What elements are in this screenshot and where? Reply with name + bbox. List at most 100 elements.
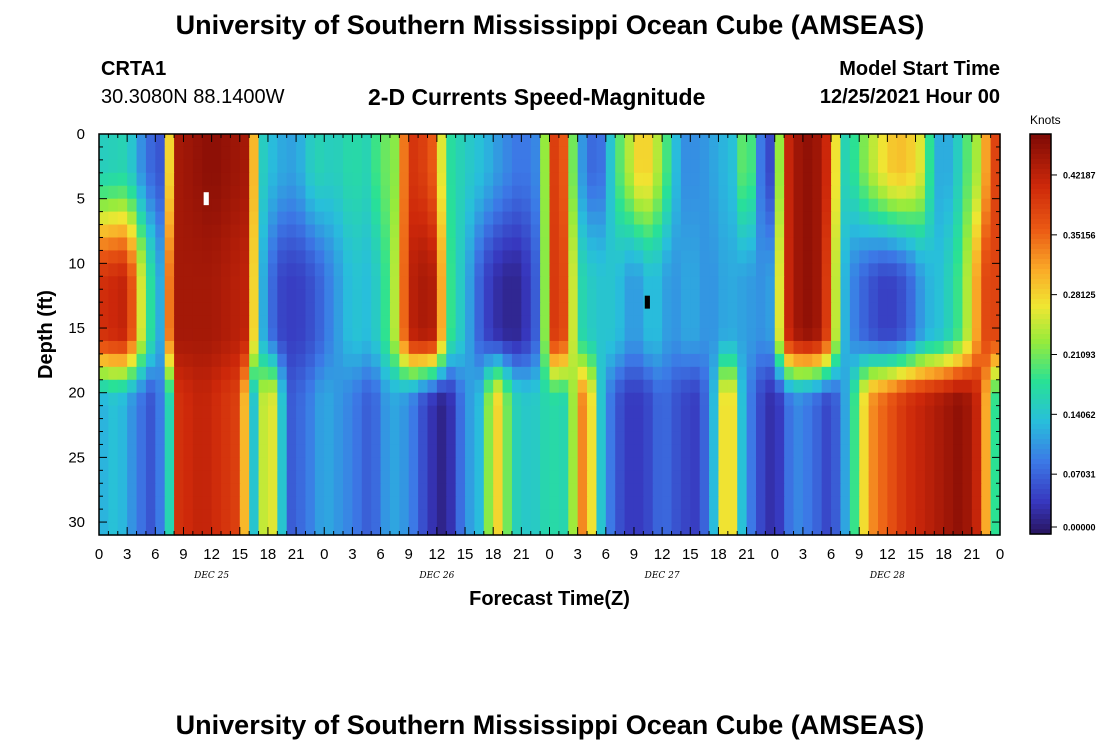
heatmap-cell: [371, 392, 382, 407]
heatmap-cell: [737, 198, 748, 213]
heatmap-cell: [859, 353, 870, 368]
heatmap-cell: [558, 496, 569, 510]
heatmap-cell: [267, 418, 278, 433]
heatmap-cell: [765, 483, 776, 497]
heatmap-cell: [924, 496, 935, 510]
heatmap-cell: [352, 522, 363, 536]
heatmap-cell: [474, 224, 485, 239]
heatmap-cell: [465, 134, 476, 148]
heatmap-cell: [943, 470, 954, 484]
heatmap-cell: [924, 457, 935, 471]
heatmap-cell: [249, 470, 260, 484]
heatmap-cell: [511, 340, 522, 355]
colorbar-segment: [1030, 204, 1051, 210]
heatmap-cell: [549, 522, 560, 536]
heatmap-cell: [493, 444, 504, 458]
heatmap-cell: [361, 483, 372, 497]
heatmap-cell: [418, 211, 429, 226]
heatmap-cell: [371, 418, 382, 433]
heatmap-cell: [418, 302, 429, 316]
heatmap-cell: [737, 289, 748, 303]
colorbar-segment: [1030, 179, 1051, 185]
heatmap-cell: [136, 509, 147, 523]
heatmap-cell: [840, 522, 851, 536]
heatmap-cell: [399, 263, 410, 277]
heatmap-cell: [690, 353, 701, 368]
heatmap-cell: [990, 198, 1001, 213]
heatmap-cell: [211, 444, 222, 458]
heatmap-cell: [540, 302, 551, 316]
heatmap-cell: [633, 185, 644, 200]
heatmap-cell: [249, 198, 260, 213]
heatmap-cell: [221, 379, 231, 394]
heatmap-cell: [211, 250, 222, 264]
x-tick-label: 3: [348, 546, 356, 563]
heatmap-cell: [211, 198, 222, 213]
heatmap-cell: [371, 328, 382, 342]
heatmap-cell: [333, 353, 344, 368]
heatmap-cell: [549, 211, 560, 226]
heatmap-cell: [305, 289, 316, 303]
heatmap-cell: [286, 146, 297, 161]
heatmap-cell: [793, 340, 804, 355]
heatmap-cell: [981, 379, 992, 394]
heatmap-cell: [680, 263, 691, 277]
heatmap-cell: [868, 289, 879, 303]
heatmap-cell: [436, 250, 447, 264]
heatmap-cell: [605, 483, 616, 497]
heatmap-cell: [774, 522, 785, 536]
heatmap-cell: [971, 353, 982, 368]
heatmap-cell: [267, 237, 278, 252]
heatmap-cell: [727, 211, 738, 226]
heatmap-cell: [117, 470, 128, 484]
heatmap-cell: [774, 457, 785, 471]
heatmap-cell: [183, 405, 194, 420]
heatmap-cell: [230, 315, 241, 329]
heatmap-cell: [465, 405, 476, 420]
heatmap-cell: [690, 379, 701, 394]
heatmap-cell: [662, 340, 673, 355]
heatmap-cell: [183, 431, 194, 446]
heatmap-cell: [136, 431, 147, 446]
heatmap-cell: [408, 483, 419, 497]
heatmap-cell: [511, 418, 522, 433]
heatmap-cell: [108, 198, 119, 213]
heatmap-cell: [221, 418, 231, 433]
heatmap-cell: [699, 134, 710, 148]
heatmap-cell: [371, 457, 382, 471]
heatmap-cell: [258, 470, 269, 484]
heatmap-cell: [474, 457, 485, 471]
heatmap-cell: [662, 444, 673, 458]
heatmap-cell: [502, 340, 513, 355]
heatmap-cell: [746, 159, 757, 174]
heatmap-cell: [333, 211, 344, 226]
heatmap-cell: [239, 340, 250, 355]
heatmap-cell: [267, 302, 278, 316]
heatmap-cell: [446, 172, 457, 187]
heatmap-cell: [145, 172, 156, 187]
heatmap-cell: [389, 509, 400, 523]
heatmap-cell: [755, 522, 766, 536]
heatmap-cell: [418, 405, 429, 420]
heatmap-cell: [568, 353, 579, 368]
heatmap-cell: [455, 509, 466, 523]
heatmap-cell: [633, 522, 644, 536]
heatmap-cell: [615, 366, 626, 381]
heatmap-cell: [183, 522, 194, 536]
heatmap-cell: [202, 224, 213, 239]
heatmap-cell: [774, 211, 785, 226]
heatmap-cell: [924, 315, 935, 329]
heatmap-cell: [962, 418, 973, 433]
heatmap-cell: [568, 263, 579, 277]
heatmap-cell: [183, 211, 194, 226]
heatmap-cell: [615, 431, 626, 446]
heatmap-cell: [793, 315, 804, 329]
heatmap-cell: [427, 509, 438, 523]
heatmap-cell: [277, 250, 288, 264]
heatmap-cell: [943, 315, 954, 329]
heatmap-cell: [981, 328, 992, 342]
heatmap-cell: [662, 392, 673, 407]
colorbar-segment: [1030, 369, 1051, 375]
heatmap-cell: [389, 483, 400, 497]
heatmap-cell: [784, 237, 795, 252]
